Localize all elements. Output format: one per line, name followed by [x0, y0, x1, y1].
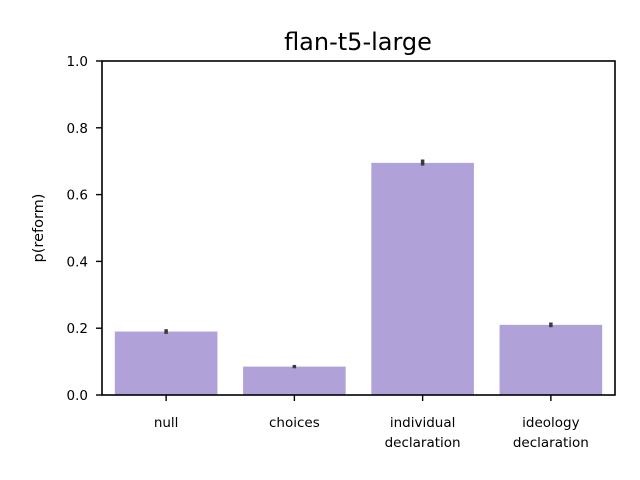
chart-title: flan-t5-large	[284, 28, 432, 56]
y-axis-label: p(reform)	[31, 194, 47, 263]
bar	[499, 324, 603, 395]
y-tick-label: 0.6	[67, 188, 88, 204]
bars-group	[114, 162, 603, 395]
x-tick-label: declaration	[513, 435, 589, 451]
x-tick-label: null	[154, 415, 179, 431]
x-axis: null choices individual declaration ideology…	[154, 395, 589, 451]
y-tick-label: 0.0	[67, 388, 88, 404]
x-tick-label: choices	[269, 415, 320, 431]
x-tick-label: declaration	[385, 435, 461, 451]
bar	[371, 162, 474, 395]
x-tick-label: ideology	[522, 415, 579, 431]
y-axis: 0.0 0.2 0.4 0.6 0.8 1.0	[67, 54, 102, 404]
bar	[243, 366, 346, 395]
x-tick-label: individual	[390, 415, 456, 431]
bar	[114, 331, 218, 395]
y-tick-label: 0.2	[67, 321, 88, 337]
y-tick-label: 0.4	[67, 254, 88, 270]
error-bars-group	[164, 159, 553, 369]
y-tick-label: 1.0	[67, 54, 88, 70]
plot-frame	[101, 60, 616, 396]
y-tick-label: 0.8	[67, 121, 88, 137]
